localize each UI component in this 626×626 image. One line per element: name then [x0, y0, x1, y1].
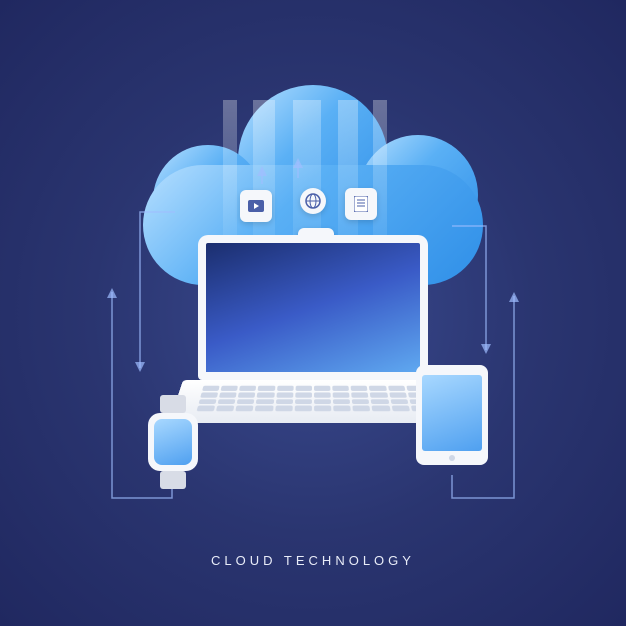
infographic-scene: CLOUD TECHNOLOGY [0, 0, 626, 626]
infographic-title: CLOUD TECHNOLOGY [0, 553, 626, 568]
smartwatch-device [148, 395, 198, 489]
globe-icon [300, 188, 326, 214]
tablet-device [416, 365, 488, 465]
document-icon [345, 188, 377, 220]
laptop-keyboard [197, 386, 430, 412]
video-icon [240, 190, 272, 222]
laptop-device [198, 235, 428, 435]
